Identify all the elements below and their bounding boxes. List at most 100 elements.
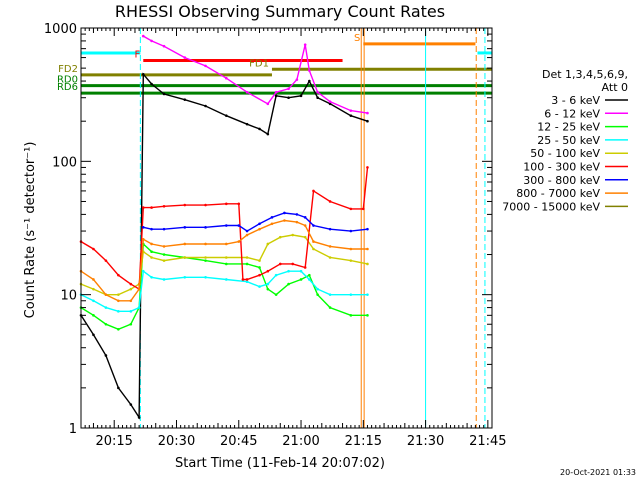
legend-header-detectors: Det 1,3,4,5,6,9, <box>542 68 628 81</box>
series-line-12-25-kev <box>80 242 368 331</box>
y-axis-ticks: 1 10 100 1000 <box>44 22 492 437</box>
data-point-12-25-kev-12 <box>245 262 249 266</box>
x-tick-label-21-45: 21:45 <box>469 434 506 449</box>
data-point-800-7000-kev-16 <box>283 219 286 222</box>
x-tick-label-21-30: 21:30 <box>407 434 444 449</box>
data-point-25-50-kev-12 <box>245 280 249 284</box>
data-point-3-6-kev-15 <box>274 94 278 98</box>
data-point-3-6-kev-8 <box>162 92 166 96</box>
data-point-50-100-kev-21 <box>366 262 369 266</box>
x-axis-ticks: 20:15 20:30 20:45 21:00 21:15 21:30 21:45 <box>84 28 507 449</box>
y-tick-label-10: 10 <box>60 289 77 304</box>
data-point-3-6-kev-17 <box>299 94 303 98</box>
data-point-3-6-kev-9 <box>183 98 187 101</box>
data-point-100-300-kev-17 <box>278 262 282 266</box>
y-axis-label: Count Rate (s⁻¹ detector⁻¹) <box>23 142 38 319</box>
data-point-100-300-kev-2 <box>104 259 108 262</box>
series-line-3-6-kev <box>80 72 368 420</box>
data-point-100-300-kev-23 <box>362 207 365 211</box>
chart-title: RHESSI Observing Summary Count Rates <box>115 2 445 21</box>
legend-label-50-100-kev: 50 - 100 keV <box>530 147 600 160</box>
data-point-25-50-kev-8 <box>162 278 166 281</box>
data-point-100-300-kev-16 <box>266 269 270 273</box>
data-point-800-7000-kev-7 <box>150 242 153 246</box>
data-point-50-100-kev-20 <box>349 259 353 262</box>
data-point-100-300-kev-10 <box>204 203 207 207</box>
data-point-25-50-kev-22 <box>366 293 369 296</box>
data-point-6-12-kev-6 <box>245 90 249 94</box>
data-point-50-100-kev-8 <box>162 259 166 262</box>
data-point-3-6-kev-13 <box>258 127 261 131</box>
data-point-300-800-kev-6 <box>237 224 241 227</box>
data-point-800-7000-kev-14 <box>258 227 261 231</box>
state-label-fd1: FD1 <box>249 58 269 69</box>
data-point-50-100-kev-1 <box>92 287 95 291</box>
data-point-800-7000-kev-5 <box>137 287 141 291</box>
data-point-800-7000-kev-2 <box>104 293 108 296</box>
data-point-800-7000-kev-3 <box>117 299 120 303</box>
data-point-3-6-kev-1 <box>92 333 95 337</box>
data-point-25-50-kev-3 <box>117 310 120 313</box>
data-point-12-25-kev-8 <box>162 253 166 256</box>
data-point-12-25-kev-18 <box>308 273 311 277</box>
data-point-100-300-kev-7 <box>150 206 153 209</box>
data-point-6-12-kev-7 <box>266 102 270 106</box>
data-point-3-6-kev-2 <box>104 354 108 357</box>
legend-header-attenuator: Att 0 <box>602 81 628 94</box>
legend-label-6-12-kev: 6 - 12 keV <box>544 107 600 120</box>
state-label-s: S <box>354 33 360 44</box>
data-point-3-6-kev-6 <box>141 72 145 76</box>
data-point-3-6-kev-16 <box>287 96 290 100</box>
data-point-300-800-kev-11 <box>295 213 299 216</box>
data-point-100-300-kev-6 <box>141 206 145 209</box>
data-point-25-50-kev-17 <box>299 269 303 273</box>
data-point-300-800-kev-9 <box>270 216 274 219</box>
data-point-12-25-kev-1 <box>92 314 95 317</box>
series-800-7000-kev <box>79 219 369 303</box>
data-point-25-50-kev-9 <box>183 275 187 279</box>
data-point-800-7000-kev-19 <box>312 240 315 243</box>
data-point-800-7000-kev-9 <box>183 242 187 246</box>
data-point-300-800-kev-12 <box>303 216 307 219</box>
data-point-25-50-kev-5 <box>137 306 141 309</box>
data-point-800-7000-kev-1 <box>92 278 95 281</box>
data-point-3-6-kev-3 <box>117 386 120 390</box>
data-point-6-12-kev-14 <box>328 100 332 104</box>
data-point-6-12-kev-9 <box>287 87 290 91</box>
data-point-300-800-kev-7 <box>245 229 249 233</box>
data-point-50-100-kev-18 <box>312 247 315 251</box>
legend-label-800-7000-kev: 800 - 7000 keV <box>516 187 600 200</box>
legend-label-3-6-kev: 3 - 6 keV <box>551 94 600 107</box>
plot-frame <box>80 27 493 429</box>
data-point-25-50-kev-7 <box>150 275 153 279</box>
data-point-800-7000-kev-8 <box>162 245 166 248</box>
data-point-6-12-kev-8 <box>274 90 278 94</box>
data-point-6-12-kev-10 <box>295 78 299 81</box>
data-point-300-800-kev-15 <box>349 229 353 233</box>
data-point-100-300-kev-11 <box>225 202 228 206</box>
series-3-6-kev <box>79 72 369 420</box>
data-point-800-7000-kev-15 <box>270 222 274 226</box>
data-point-25-50-kev-10 <box>204 275 207 279</box>
data-point-25-50-kev-13 <box>258 285 261 288</box>
data-point-50-100-kev-4 <box>129 287 133 291</box>
data-point-12-25-kev-22 <box>366 314 369 317</box>
data-point-300-800-kev-2 <box>162 227 166 231</box>
y-tick-label-100: 100 <box>52 155 77 170</box>
data-point-6-12-kev-0 <box>141 34 145 38</box>
data-point-50-100-kev-13 <box>258 259 261 262</box>
data-point-800-7000-kev-22 <box>366 247 369 251</box>
series-line-50-100-kev <box>80 234 368 296</box>
data-point-25-50-kev-2 <box>104 306 108 309</box>
legend-label-100-300-kev: 100 - 300 keV <box>523 161 600 174</box>
data-point-100-300-kev-18 <box>291 262 295 266</box>
x-axis-label: Start Time (11-Feb-14 20:07:02) <box>175 456 385 471</box>
data-point-300-800-kev-13 <box>312 224 315 227</box>
data-point-300-800-kev-4 <box>204 226 207 229</box>
data-point-800-7000-kev-4 <box>129 299 133 303</box>
data-point-3-6-kev-14 <box>266 132 270 136</box>
x-tick-label-20-30: 20:30 <box>158 434 195 449</box>
data-point-800-7000-kev-10 <box>204 242 207 246</box>
